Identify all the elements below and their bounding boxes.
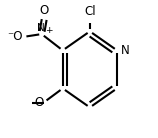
Text: ⁻O: ⁻O bbox=[7, 30, 23, 43]
Text: +: + bbox=[46, 26, 53, 35]
Text: N: N bbox=[120, 44, 129, 57]
Text: Cl: Cl bbox=[84, 6, 96, 18]
Text: N: N bbox=[37, 23, 45, 33]
Text: O: O bbox=[40, 4, 49, 17]
Text: O: O bbox=[34, 96, 44, 109]
